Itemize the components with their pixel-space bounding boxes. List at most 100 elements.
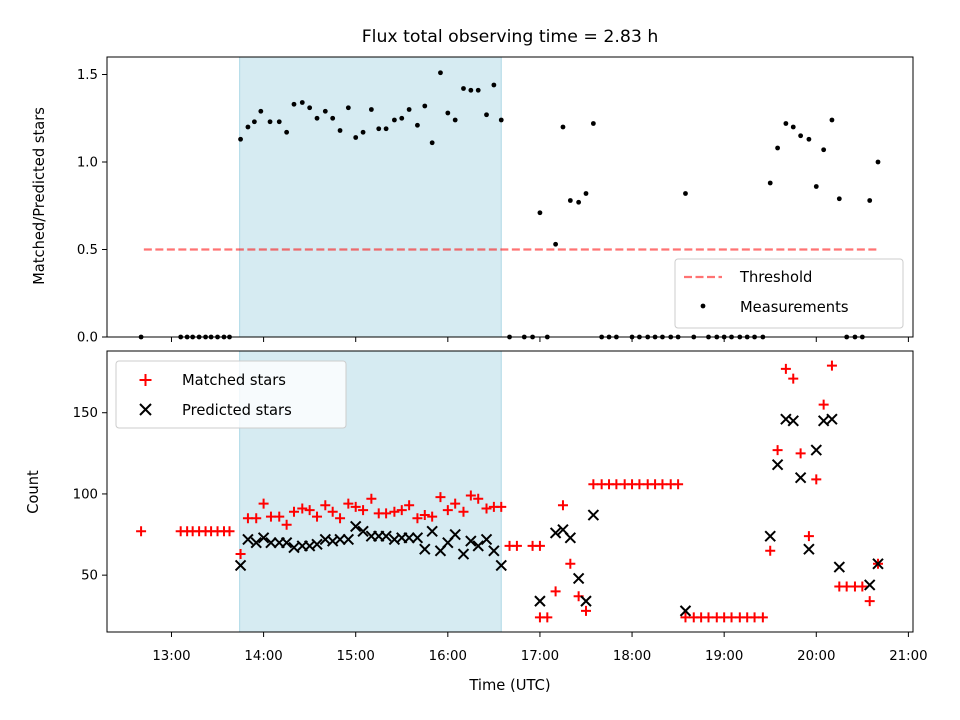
count-x-tick-label: 19:00 bbox=[705, 649, 743, 664]
predicted-star-point bbox=[549, 527, 562, 539]
predicted-star-point bbox=[403, 532, 415, 544]
predicted-star-point bbox=[580, 595, 592, 607]
matched-star-point bbox=[320, 500, 331, 511]
matched-star-point bbox=[327, 506, 338, 517]
measurement-point bbox=[238, 136, 243, 142]
predicted-star-point bbox=[564, 532, 577, 544]
matched-star-point bbox=[350, 501, 361, 512]
predicted-star-point bbox=[872, 558, 884, 570]
matched-star-point bbox=[404, 500, 415, 511]
measurement-point bbox=[452, 117, 458, 123]
predicted-stars-series bbox=[234, 413, 884, 617]
legend-matched-swatch bbox=[139, 374, 152, 386]
matched-star-point bbox=[557, 500, 568, 511]
measurement-point bbox=[251, 119, 257, 125]
predicted-star-point bbox=[472, 540, 484, 552]
measurement-point bbox=[484, 112, 489, 118]
measurement-point bbox=[406, 107, 412, 112]
count-y-tick-label: 150 bbox=[73, 406, 98, 421]
measurement-point bbox=[415, 122, 420, 128]
matched-star-point bbox=[136, 526, 147, 537]
matched-star-point bbox=[312, 511, 323, 522]
measurement-point bbox=[307, 105, 313, 111]
measurement-point bbox=[683, 191, 688, 196]
measurement-point bbox=[783, 121, 789, 126]
measurement-point bbox=[360, 129, 366, 135]
measurement-point bbox=[291, 101, 297, 107]
matched-star-point bbox=[251, 513, 262, 524]
count-x-tick-label: 21:00 bbox=[889, 649, 927, 664]
predicted-star-point bbox=[357, 525, 369, 538]
measurement-point bbox=[475, 87, 481, 93]
measurement-point bbox=[445, 110, 451, 116]
count-axes-frame bbox=[106, 350, 914, 633]
legend-predicted-swatch bbox=[139, 403, 152, 416]
ratio-y-tick-label: 1.5 bbox=[77, 68, 98, 83]
measurement-point bbox=[429, 140, 435, 146]
count-legend: Matched stars Predicted stars bbox=[115, 360, 347, 429]
matched-star-point bbox=[788, 373, 799, 384]
predicted-star-point bbox=[265, 536, 277, 549]
matched-star-point bbox=[864, 596, 875, 607]
measurement-point bbox=[875, 159, 881, 165]
matched-star-point bbox=[281, 519, 292, 530]
matched-star-point bbox=[258, 498, 269, 509]
predicted-star-point bbox=[449, 528, 461, 541]
matched-star-point bbox=[496, 501, 507, 512]
measurement-point bbox=[383, 126, 389, 132]
predicted-star-point bbox=[794, 471, 807, 484]
measurement-point bbox=[821, 147, 827, 153]
ratio-axes-frame bbox=[106, 56, 914, 338]
matched-star-point bbox=[396, 505, 407, 516]
matched-star-point bbox=[304, 505, 315, 516]
measurement-point bbox=[829, 117, 835, 123]
predicted-star-point bbox=[334, 533, 346, 546]
matched-star-point bbox=[534, 540, 545, 551]
count-x-ticks: 13:00 14:00 15:00 16:00 17:00 18:00 19:00 20:00… bbox=[152, 632, 928, 664]
matched-star-point bbox=[772, 445, 783, 456]
measurement-point bbox=[491, 82, 497, 88]
legend-threshold-label: Threshold bbox=[739, 269, 812, 286]
measurement-point bbox=[813, 184, 819, 189]
measurement-point bbox=[576, 199, 582, 205]
ratio-panel: 0.0 0.5 1.0 1.5 Matched/Predicted stars Thr… bbox=[31, 56, 914, 346]
count-y-ticks: 50 100 150 bbox=[73, 406, 107, 584]
matched-star-point bbox=[550, 586, 561, 597]
ratio-y-ticks: 0.0 0.5 1.0 1.5 bbox=[77, 68, 107, 346]
measurement-point bbox=[422, 103, 428, 109]
ratio-y-tick-label: 0.0 bbox=[77, 331, 98, 346]
predicted-star-point bbox=[495, 559, 507, 572]
ratio-y-tick-label: 0.5 bbox=[77, 243, 98, 258]
predicted-star-point bbox=[587, 509, 600, 521]
ratio-x-ticks bbox=[170, 337, 909, 342]
matched-star-point bbox=[450, 498, 461, 509]
matched-star-point bbox=[473, 493, 484, 504]
legend-measurements-swatch bbox=[700, 303, 706, 309]
matched-star-point bbox=[427, 511, 438, 522]
predicted-star-point bbox=[280, 536, 293, 549]
predicted-star-point bbox=[679, 605, 692, 617]
count-x-tick-label: 18:00 bbox=[613, 649, 651, 664]
count-x-tick-label: 16:00 bbox=[429, 649, 467, 664]
matched-star-point bbox=[757, 612, 768, 623]
count-y-tick-label: 50 bbox=[81, 569, 98, 584]
measurement-point bbox=[284, 129, 290, 135]
predicted-star-point bbox=[480, 533, 493, 546]
matched-star-point bbox=[818, 399, 829, 410]
count-x-tick-label: 17:00 bbox=[521, 649, 559, 664]
predicted-star-point bbox=[803, 543, 815, 555]
matched-star-point bbox=[366, 493, 377, 504]
predicted-star-point bbox=[810, 444, 822, 456]
chart-title: Flux total observing time = 2.83 h bbox=[362, 27, 659, 47]
measurement-point bbox=[798, 133, 804, 139]
legend-matched-label: Matched stars bbox=[182, 372, 286, 389]
measurement-point bbox=[299, 100, 305, 105]
predicted-star-point bbox=[457, 548, 470, 560]
matched-star-point bbox=[442, 505, 453, 516]
measurement-point bbox=[461, 86, 466, 91]
predicted-star-point bbox=[826, 413, 838, 425]
count-x-tick-label: 15:00 bbox=[337, 649, 375, 664]
predicted-star-point bbox=[242, 533, 254, 546]
